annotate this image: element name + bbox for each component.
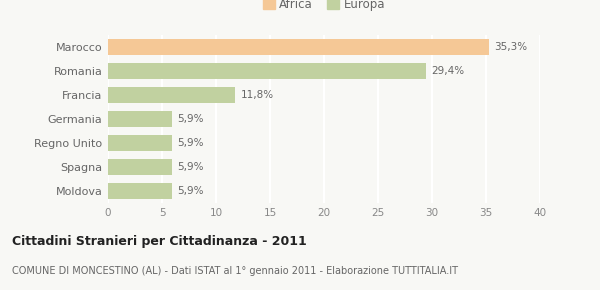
- Text: 5,9%: 5,9%: [177, 138, 203, 148]
- Legend: Africa, Europa: Africa, Europa: [258, 0, 390, 16]
- Text: 5,9%: 5,9%: [177, 162, 203, 172]
- Bar: [108, 63, 425, 79]
- Text: COMUNE DI MONCESTINO (AL) - Dati ISTAT al 1° gennaio 2011 - Elaborazione TUTTITA: COMUNE DI MONCESTINO (AL) - Dati ISTAT a…: [12, 266, 458, 276]
- Text: 29,4%: 29,4%: [431, 66, 464, 76]
- Bar: [108, 111, 172, 127]
- Bar: [108, 135, 172, 151]
- Text: 35,3%: 35,3%: [494, 42, 528, 52]
- Text: 5,9%: 5,9%: [177, 186, 203, 196]
- Bar: [108, 159, 172, 175]
- Text: Cittadini Stranieri per Cittadinanza - 2011: Cittadini Stranieri per Cittadinanza - 2…: [12, 235, 307, 248]
- Text: 11,8%: 11,8%: [241, 90, 274, 100]
- Bar: [108, 87, 235, 103]
- Bar: [108, 183, 172, 199]
- Text: 5,9%: 5,9%: [177, 114, 203, 124]
- Bar: [108, 39, 489, 55]
